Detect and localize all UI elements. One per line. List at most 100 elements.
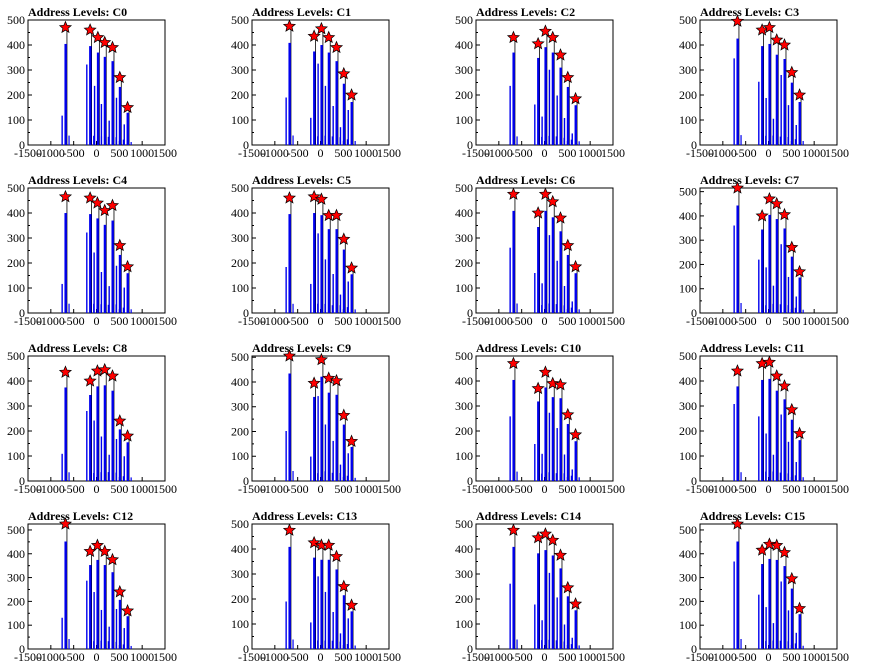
bar-secondary xyxy=(123,628,125,649)
bar-main xyxy=(783,59,786,145)
bar-main xyxy=(350,611,353,649)
chart-title: Address Levels: C3 xyxy=(700,5,799,19)
chart-title: Address Levels: C15 xyxy=(700,509,805,523)
peak-marker xyxy=(506,187,521,200)
y-tick-label: 400 xyxy=(7,547,25,561)
peak-marker xyxy=(762,192,776,205)
peak-marker xyxy=(785,402,799,416)
bar-main xyxy=(96,559,99,649)
y-tick-label: 100 xyxy=(455,113,473,127)
bar-main xyxy=(574,610,577,649)
x-tick-label: -1500 xyxy=(238,314,266,328)
y-tick-label: 200 xyxy=(231,88,249,102)
x-tick-label: 1000 xyxy=(130,650,154,664)
x-tick-label: -1500 xyxy=(686,146,714,160)
y-tick-label: 100 xyxy=(231,113,249,127)
peak-marker xyxy=(344,598,359,611)
y-tick-label: 300 xyxy=(455,567,473,581)
y-tick-label: 500 xyxy=(679,349,697,363)
bar-main xyxy=(775,390,779,481)
bar-main xyxy=(64,43,67,146)
y-tick-label: 0 xyxy=(19,138,25,152)
y-tick-label: 300 xyxy=(455,399,473,413)
y-tick-label: 500 xyxy=(231,13,249,27)
peak-marker xyxy=(113,414,127,427)
y-tick-label: 400 xyxy=(455,374,473,388)
x-tick-label: 0 xyxy=(766,482,772,496)
bar-secondary xyxy=(339,127,342,145)
bar-secondary xyxy=(317,233,319,313)
peak-marker xyxy=(546,194,560,208)
x-tick-label: 1500 xyxy=(601,482,625,496)
y-tick-label: 500 xyxy=(7,13,25,27)
bar-tail xyxy=(354,645,356,649)
chart-panel-4: Address Levels: C40100200300400500-1500-… xyxy=(7,173,177,328)
x-tick-label: 0 xyxy=(542,482,548,496)
peak-marker xyxy=(337,232,351,245)
bar-secondary xyxy=(108,120,110,145)
y-tick-label: 0 xyxy=(691,138,697,152)
y-tick-label: 500 xyxy=(7,181,25,195)
bar-tail xyxy=(354,141,356,145)
y-tick-label: 500 xyxy=(231,517,249,531)
y-tick-label: 0 xyxy=(467,306,473,320)
peak-marker xyxy=(314,192,328,205)
x-tick-label: 1000 xyxy=(130,314,154,328)
bar-secondary xyxy=(534,444,536,481)
bar-main xyxy=(798,440,801,481)
bar-main xyxy=(783,399,786,481)
bar-main xyxy=(126,112,129,145)
peak-marker xyxy=(120,429,135,442)
y-tick-label: 200 xyxy=(231,592,249,606)
x-tick-label: 500 xyxy=(334,146,352,160)
bar-secondary xyxy=(86,232,88,313)
peak-marker xyxy=(506,356,521,370)
x-tick-label: -1000 xyxy=(37,482,65,496)
x-tick-label: -1500 xyxy=(462,650,490,664)
y-tick-label: 500 xyxy=(7,523,25,537)
x-tick-label: 1500 xyxy=(825,314,849,328)
peak-marker xyxy=(730,14,745,27)
x-tick-label: 0 xyxy=(766,650,772,664)
x-tick-label: 1500 xyxy=(153,314,177,328)
peak-marker xyxy=(329,373,344,387)
x-tick-label: 500 xyxy=(558,650,576,664)
bar-secondary xyxy=(772,118,775,145)
bar-main xyxy=(798,277,801,313)
peak-marker xyxy=(307,535,321,549)
bar-secondary xyxy=(332,612,334,649)
x-tick-label: -500 xyxy=(287,146,309,160)
bar-main xyxy=(335,61,338,145)
bar-secondary xyxy=(563,286,566,313)
y-tick-label: 100 xyxy=(231,617,249,631)
peak-marker xyxy=(58,517,73,530)
bar-tail xyxy=(122,139,124,145)
bar-tail xyxy=(331,472,333,481)
chart-panel-3: Address Levels: C30100200300400500-1500-… xyxy=(679,5,849,160)
y-tick-label: 400 xyxy=(231,38,249,52)
x-tick-label: -1500 xyxy=(686,482,714,496)
bar-main xyxy=(111,220,114,313)
bar-secondary xyxy=(509,247,511,313)
bar-secondary xyxy=(563,624,566,649)
x-tick-label: 1000 xyxy=(354,650,378,664)
bar-tail xyxy=(802,645,804,649)
y-tick-label: 200 xyxy=(679,424,697,438)
y-tick-label: 100 xyxy=(7,113,25,127)
bar-main xyxy=(559,231,562,313)
bar-secondary xyxy=(548,572,551,649)
x-tick-label: 1500 xyxy=(601,314,625,328)
x-tick-label: 1500 xyxy=(601,146,625,160)
y-tick-label: 500 xyxy=(455,517,473,531)
peak-marker xyxy=(113,584,127,598)
bar-secondary xyxy=(787,105,790,145)
bar-secondary xyxy=(324,259,327,313)
x-tick-label: -1500 xyxy=(14,146,42,160)
peak-marker xyxy=(538,24,552,37)
peak-marker xyxy=(755,543,769,556)
bar-secondary xyxy=(758,81,760,145)
x-tick-label: -1000 xyxy=(261,482,289,496)
x-tick-label: -1000 xyxy=(485,650,513,664)
y-tick-label: 0 xyxy=(467,474,473,488)
x-tick-label: 0 xyxy=(94,482,100,496)
